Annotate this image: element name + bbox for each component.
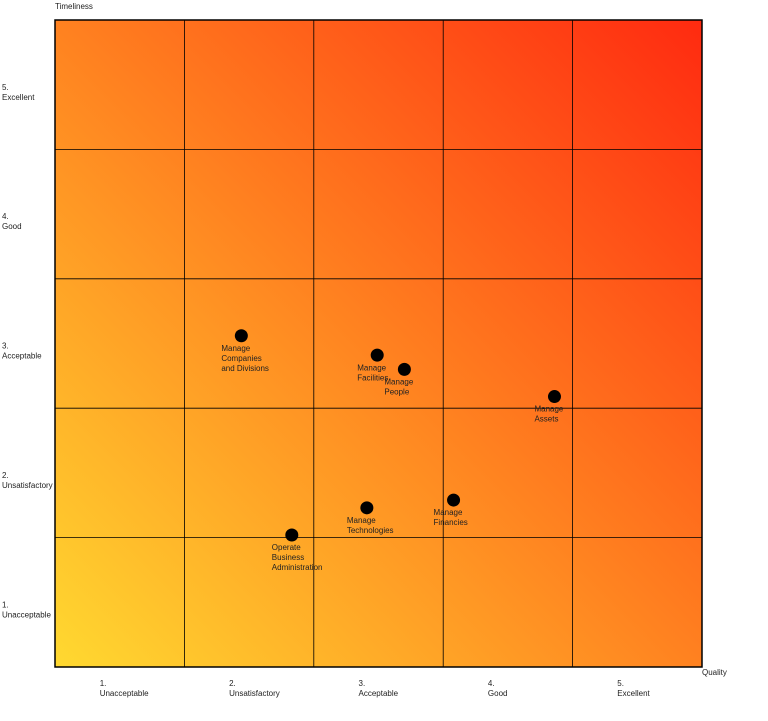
x-tick-label: 2. xyxy=(229,679,236,688)
x-tick-label: Unacceptable xyxy=(100,689,149,698)
point-label: Manage xyxy=(384,377,413,386)
x-tick-label: 5. xyxy=(617,679,624,688)
y-tick-label: Excellent xyxy=(2,93,35,102)
point-label: Business xyxy=(272,553,304,562)
point-label: Manage xyxy=(221,344,250,353)
y-tick-label: 3. xyxy=(2,342,9,351)
point-label: Technologies xyxy=(347,526,394,535)
plot-background xyxy=(55,20,702,667)
point-label: Operate xyxy=(272,543,301,552)
y-tick-label: Unsatisfactory xyxy=(2,481,53,490)
y-tick-label: Good xyxy=(2,222,22,231)
point xyxy=(234,329,248,343)
y-tick-label: 4. xyxy=(2,212,9,221)
point-label: Facilities xyxy=(357,373,388,382)
x-tick-label: 4. xyxy=(488,679,495,688)
point xyxy=(447,493,461,507)
x-tick-label: Unsatisfactory xyxy=(229,689,280,698)
point-label: People xyxy=(384,387,409,396)
plot-border xyxy=(54,19,703,668)
point xyxy=(547,390,561,404)
point-label: Manage xyxy=(434,508,463,517)
x-tick-label: Excellent xyxy=(617,689,650,698)
point-label: Manage xyxy=(534,405,563,414)
point xyxy=(370,348,384,362)
point-label: Assets xyxy=(534,415,558,424)
point-label: Administration xyxy=(272,563,323,572)
x-tick-label: 1. xyxy=(100,679,107,688)
point-label: Companies xyxy=(221,354,261,363)
x-tick-label: Acceptable xyxy=(359,689,399,698)
point-label: Financies xyxy=(434,518,468,527)
point-label: Manage xyxy=(357,363,386,372)
y-tick-label: 5. xyxy=(2,83,9,92)
point-label: and Divisions xyxy=(221,364,269,373)
y-axis-title: Timeliness xyxy=(55,2,93,11)
point xyxy=(285,528,299,542)
y-tick-label: 1. xyxy=(2,600,9,609)
y-tick-label: 2. xyxy=(2,471,9,480)
point xyxy=(360,501,374,515)
x-tick-label: 3. xyxy=(359,679,366,688)
point-label: Manage xyxy=(347,516,376,525)
x-axis-title: Quality xyxy=(702,668,727,677)
point xyxy=(397,362,411,376)
x-tick-label: Good xyxy=(488,689,508,698)
y-tick-label: Unacceptable xyxy=(2,610,51,619)
y-tick-label: Acceptable xyxy=(2,352,42,361)
